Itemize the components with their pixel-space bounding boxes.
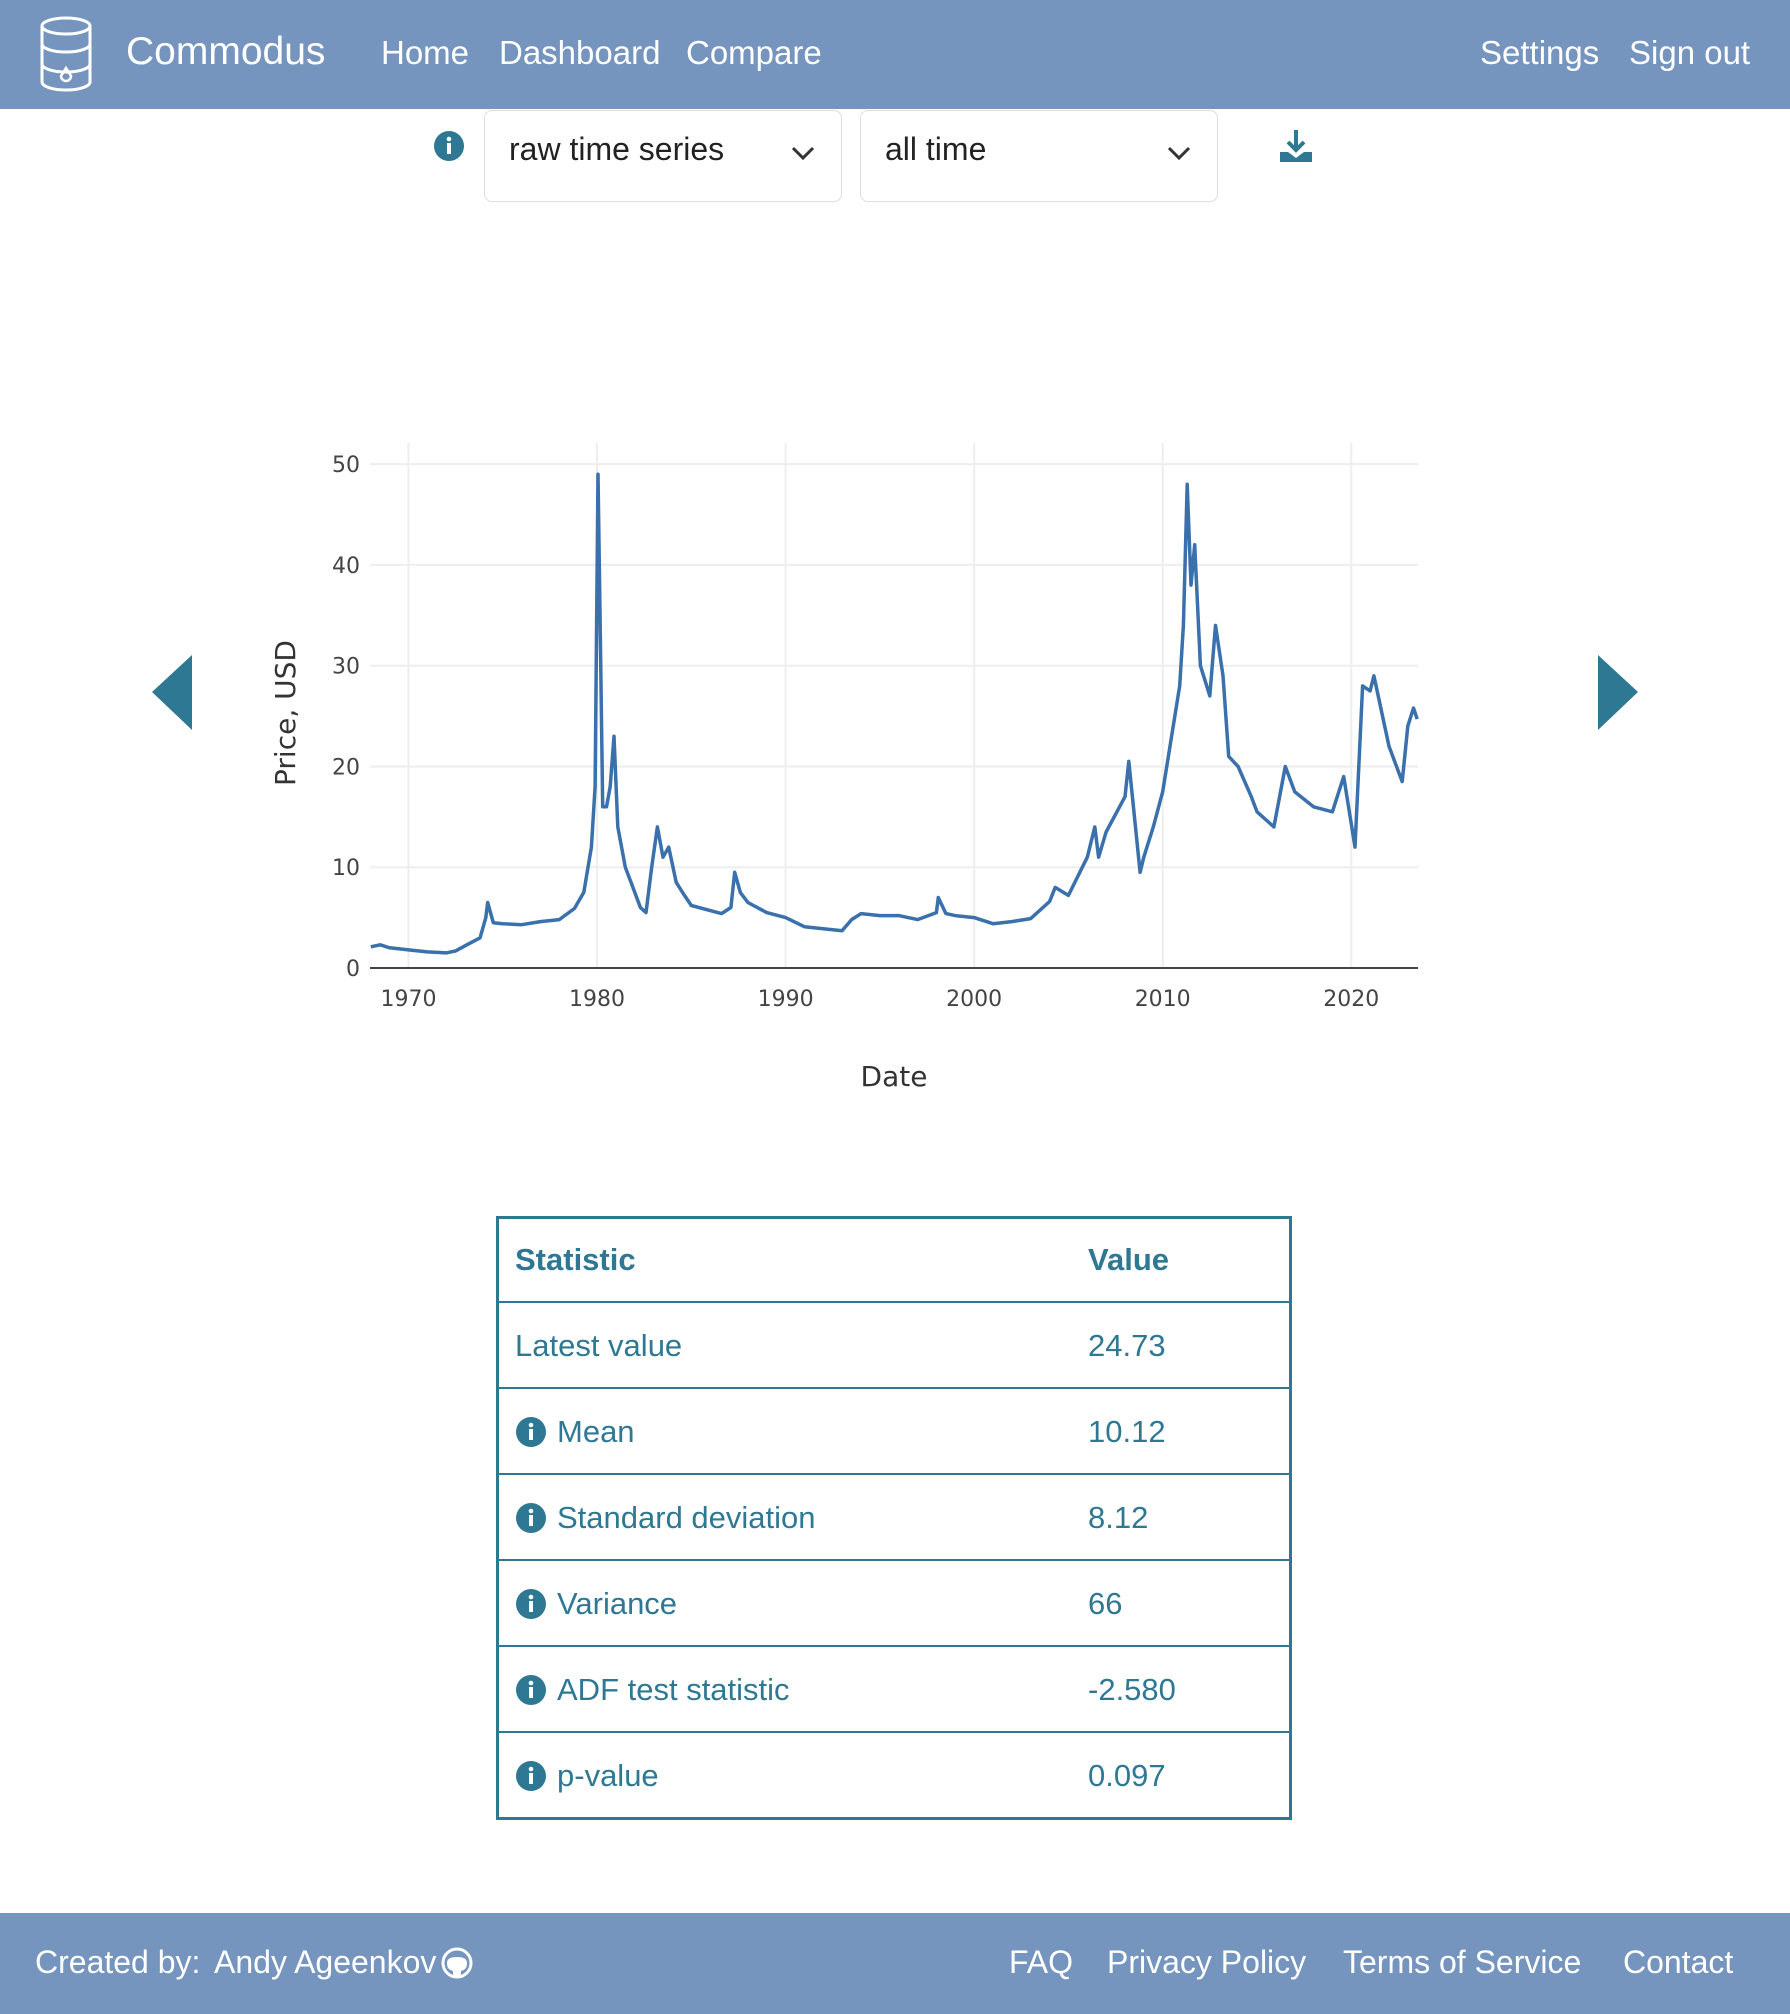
footer-link[interactable]: Contact — [1623, 1944, 1734, 1980]
cell-text: Standard deviation — [557, 1499, 816, 1535]
y-tick-label: 0 — [346, 957, 360, 982]
cell-text: ADF test statistic — [557, 1671, 790, 1707]
cell-text: Mean — [557, 1413, 635, 1449]
select-text: raw time series — [509, 131, 725, 167]
info-icon[interactable] — [433, 130, 465, 162]
info-icon[interactable] — [515, 1588, 547, 1620]
value-cell: 8.12 — [1072, 1474, 1291, 1561]
y-tick-label: 30 — [332, 655, 360, 680]
period-select[interactable]: all time — [860, 110, 1218, 202]
stat-row: Latest value 24.73 — [497, 1302, 1291, 1389]
info-icon[interactable] — [515, 1674, 547, 1706]
author-link[interactable]: Andy Ageenkov — [214, 1944, 437, 1980]
x-axis-title: Date — [861, 1060, 928, 1093]
nav-link[interactable]: Home — [381, 34, 470, 71]
label-cell: Mean — [497, 1388, 1072, 1475]
value-cell: 10.12 — [1072, 1388, 1291, 1475]
footer: Created by: Andy Ageenkov FAQ Privacy Po… — [0, 1913, 1790, 2014]
chevron — [1167, 146, 1191, 161]
stat-row: p-value 0.097 — [497, 1732, 1291, 1820]
value-cell: 66 — [1072, 1560, 1291, 1647]
stat-row: ADF test statistic -2.580 — [497, 1646, 1291, 1733]
footer-link[interactable]: Terms of Service — [1343, 1944, 1582, 1980]
cell-text: -2.580 — [1088, 1671, 1176, 1707]
cell-text: 8.12 — [1088, 1499, 1149, 1535]
cell-text: 10.12 — [1088, 1413, 1166, 1449]
y-tick-label: 50 — [332, 453, 360, 478]
label-cell: p-value — [497, 1732, 1072, 1820]
header-cell: Statistic — [497, 1217, 1072, 1303]
chevron — [791, 146, 815, 161]
y-tick-label: 40 — [332, 554, 360, 579]
y-tick-label: 20 — [332, 755, 360, 780]
footer-link[interactable]: FAQ — [1009, 1944, 1074, 1980]
nav-link[interactable]: Sign out — [1629, 34, 1751, 71]
nav-link[interactable]: Dashboard — [499, 34, 661, 71]
value-cell: -2.580 — [1072, 1646, 1291, 1733]
cell-text: p-value — [557, 1757, 659, 1793]
x-tick-label: 2010 — [1135, 987, 1191, 1012]
info-icon[interactable] — [515, 1760, 547, 1792]
logo — [40, 16, 92, 92]
price-line — [370, 472, 1419, 955]
cell-text: 0.097 — [1088, 1757, 1166, 1793]
footer-link[interactable]: Privacy Policy — [1107, 1944, 1307, 1980]
header-cell: Value — [1072, 1217, 1291, 1303]
download-icon[interactable] — [1278, 128, 1314, 164]
transform-select[interactable]: raw time series — [484, 110, 842, 202]
y-axis-title: Price, USD — [269, 640, 302, 786]
value-cell: 0.097 — [1072, 1732, 1291, 1820]
value-cell: 24.73 — [1072, 1302, 1291, 1389]
x-tick-label: 1990 — [758, 987, 814, 1012]
stats-table: Statistic Value Latest value 24.73 Mean 10.12… — [496, 1216, 1292, 1820]
next-arrow[interactable] — [1596, 655, 1638, 730]
info-icon[interactable] — [515, 1502, 547, 1534]
brand[interactable]: Commodus — [126, 30, 326, 73]
header-row: Statistic Value — [497, 1217, 1291, 1303]
label-cell: Variance — [497, 1560, 1072, 1647]
nav-link[interactable]: Compare — [686, 34, 822, 71]
footer-text: Created by: — [35, 1944, 201, 1980]
cell-text: Latest value — [515, 1327, 683, 1363]
x-tick-label: 2020 — [1323, 987, 1379, 1012]
info-icon[interactable] — [515, 1416, 547, 1448]
select-text: all time — [885, 131, 987, 167]
label-cell: Standard deviation — [497, 1474, 1072, 1561]
x-tick-label: 1980 — [569, 987, 625, 1012]
prev-arrow[interactable] — [152, 655, 194, 730]
x-tick-label: 1970 — [380, 987, 436, 1012]
x-tick-label: 2000 — [946, 987, 1002, 1012]
label-cell: Latest value — [497, 1302, 1072, 1389]
stat-row: Variance 66 — [497, 1560, 1291, 1647]
cell-text: 24.73 — [1088, 1327, 1166, 1363]
y-tick-label: 10 — [332, 856, 360, 881]
navbar: Commodus Home Dashboard Compare Settings… — [0, 0, 1790, 109]
cell-text: 66 — [1088, 1585, 1123, 1621]
github-icon[interactable] — [441, 1947, 473, 1979]
nav-link[interactable]: Settings — [1480, 34, 1600, 71]
label-cell: ADF test statistic — [497, 1646, 1072, 1733]
cell-text: Variance — [557, 1585, 678, 1621]
stat-row: Standard deviation 8.12 — [497, 1474, 1291, 1561]
stat-row: Mean 10.12 — [497, 1388, 1291, 1475]
